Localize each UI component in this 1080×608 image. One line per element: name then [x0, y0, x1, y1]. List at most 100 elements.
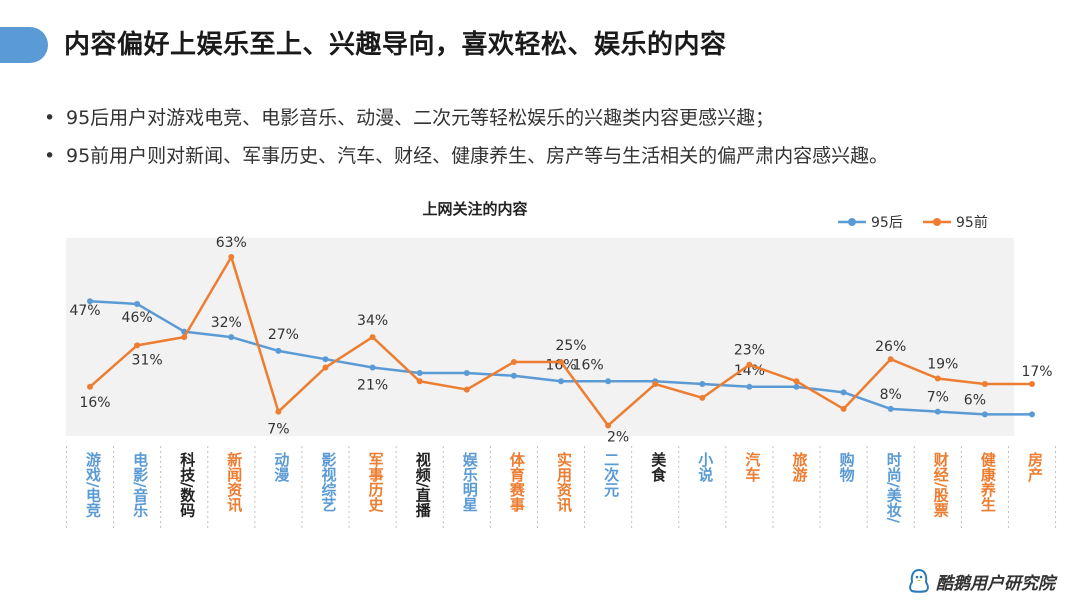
category-label: 汽车 — [743, 452, 762, 482]
category-label: 健康养生 — [978, 452, 997, 512]
data-label: 27% — [268, 327, 299, 343]
category-label: 小说 — [696, 452, 715, 482]
data-label: 8% — [880, 387, 902, 403]
data-label: 21% — [357, 377, 388, 393]
data-point — [558, 358, 564, 365]
data-point — [887, 356, 894, 363]
data-point — [746, 361, 753, 368]
data-label: 2% — [607, 429, 629, 445]
data-label: 23% — [734, 343, 765, 359]
chart-title: 上网关注的内容 — [422, 200, 527, 218]
title-accent-bar — [0, 27, 48, 63]
data-label: 6% — [964, 392, 986, 408]
category-label: 时尚/美妆/ — [884, 452, 903, 523]
category-label: 房产 — [1026, 452, 1044, 482]
category-label: 新闻资讯 — [225, 452, 244, 512]
data-point — [87, 298, 93, 305]
bullet-dot: • — [44, 107, 56, 129]
bullet-item: • 95前用户则对新闻、军事历史、汽车、财经、健康养生、房产等与生活相关的偏严肃内… — [44, 137, 888, 175]
data-label: 31% — [132, 352, 163, 368]
data-point — [558, 378, 564, 385]
logo-text: 酷鹅用户研究院 — [936, 573, 1055, 594]
data-point — [134, 300, 141, 307]
data-point — [416, 370, 423, 376]
data-point — [369, 334, 376, 341]
bullet-item: • 95后用户对游戏电竞、电影音乐、动漫、二次元等轻松娱乐的兴趣类内容更感兴趣； — [44, 99, 888, 137]
data-point — [463, 386, 470, 393]
brand-logo: 酷鹅用户研究院 — [906, 568, 1055, 594]
category-label: 电影/音乐 — [131, 452, 150, 518]
data-point — [87, 383, 93, 390]
data-point — [981, 411, 988, 418]
category-axis — [65, 446, 1057, 528]
data-label: 32% — [211, 315, 242, 331]
category-label: 实用资讯 — [555, 452, 573, 512]
data-point — [840, 389, 847, 396]
data-point — [369, 364, 376, 371]
bullet-list: • 95后用户对游戏电竞、电影音乐、动漫、二次元等轻松娱乐的兴趣类内容更感兴趣； … — [44, 99, 888, 175]
data-label: 25% — [555, 338, 586, 354]
data-point — [1029, 411, 1035, 418]
category-label: 影视综艺 — [319, 452, 338, 512]
category-label: 二次元 — [602, 452, 621, 497]
category-label: 体育赛事 — [507, 452, 526, 512]
data-point — [746, 383, 753, 390]
data-label: 63% — [216, 235, 247, 251]
legend-marker-95after — [848, 218, 856, 226]
data-point — [887, 405, 894, 412]
data-point — [793, 378, 800, 385]
category-label: 动漫 — [272, 452, 291, 482]
data-point — [228, 254, 235, 260]
data-label: 26% — [875, 339, 906, 355]
series-layer: 47% 46% 32%27%21%16%16% 14%8% 7% 6%16%31%63%7… — [69, 235, 1052, 445]
bullet-text: 95后用户对游戏电竞、电影音乐、动漫、二次元等轻松娱乐的兴趣类内容更感兴趣； — [66, 107, 775, 129]
data-label: 16% — [79, 395, 110, 411]
data-point — [134, 342, 141, 349]
data-point — [416, 378, 423, 385]
category-label: 游戏/电竞 — [84, 452, 102, 518]
category-label: 视频/直播 — [413, 452, 432, 518]
data-label: 19% — [927, 357, 958, 373]
data-point — [699, 394, 706, 401]
legend-marker-95before — [933, 218, 941, 226]
data-point — [934, 408, 941, 415]
data-label: 47% — [69, 303, 100, 319]
data-point — [840, 405, 847, 412]
legend-item-95after: 95后 — [838, 215, 903, 231]
legend-label-95before: 95前 — [956, 214, 988, 231]
data-label: 16% — [573, 357, 604, 373]
data-point — [605, 378, 612, 385]
data-point — [605, 422, 612, 429]
category-label: 购物 — [837, 452, 856, 482]
data-label: 17% — [1021, 364, 1052, 380]
legend-item-95before: 95前 — [923, 214, 988, 231]
bullet-dot: • — [44, 145, 56, 167]
data-label: 7% — [267, 422, 289, 438]
data-point — [1029, 381, 1035, 388]
data-point — [275, 347, 282, 354]
category-label: 旅游 — [790, 452, 809, 482]
category-label: 军事历史 — [366, 452, 385, 512]
data-point — [322, 364, 329, 371]
data-point — [463, 370, 470, 376]
penguin-logo-icon — [909, 568, 929, 593]
category-label: 娱乐明星 — [460, 452, 479, 512]
page-title: 内容偏好上娱乐至上、兴趣导向，喜欢轻松、娱乐的内容 — [64, 30, 727, 60]
data-point — [181, 334, 188, 341]
data-point — [275, 408, 282, 415]
data-point — [652, 381, 659, 388]
legend-label-95after: 95后 — [871, 215, 903, 231]
data-label: 34% — [357, 313, 388, 329]
data-point — [981, 381, 988, 388]
category-label: 财经/股票 — [931, 452, 950, 518]
data-point — [322, 356, 329, 363]
category-label: 科技/数码 — [178, 452, 197, 518]
data-point — [699, 381, 706, 388]
data-point — [228, 334, 235, 341]
data-point — [510, 358, 517, 365]
category-label: 美食 — [649, 452, 668, 482]
data-point — [510, 372, 517, 379]
legend: 95后 95前 — [838, 214, 988, 231]
data-point — [793, 383, 800, 390]
